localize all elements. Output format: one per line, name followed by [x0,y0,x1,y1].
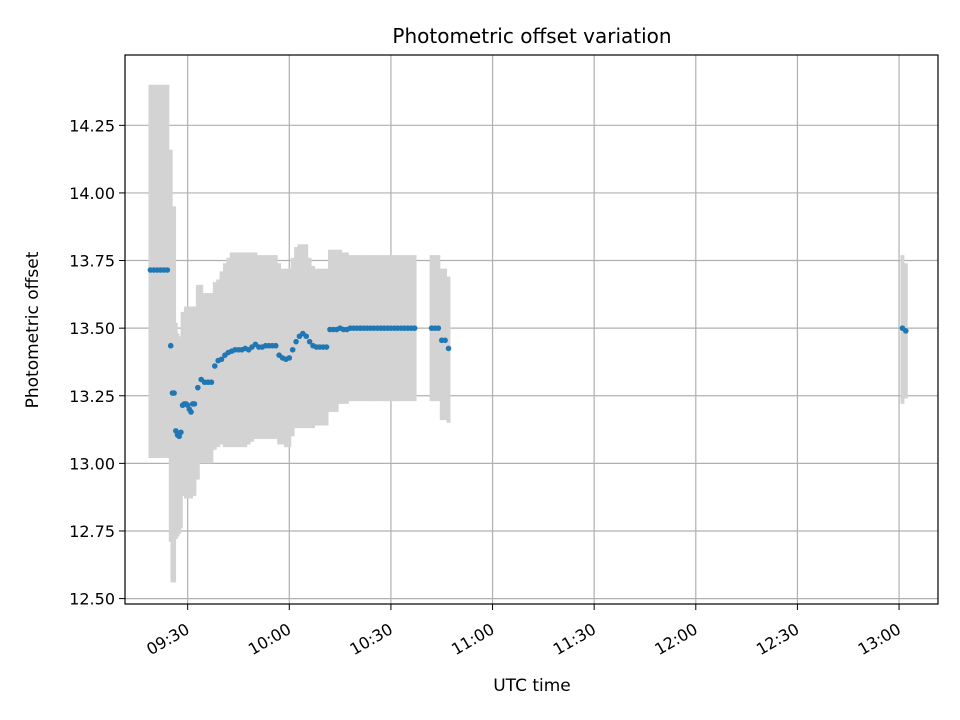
data-point [411,325,418,331]
data-point [178,429,184,436]
y-tick-label: 13.00 [69,454,115,473]
error-bar [439,268,444,421]
data-point [171,390,177,396]
data-point [188,409,194,415]
x-axis-label: UTC time [493,676,571,696]
data-point [293,338,299,345]
error-bar [209,292,214,464]
data-point [323,344,330,350]
data-point [445,345,452,352]
error-bar [206,292,210,464]
data-point [164,267,171,273]
error-bar [199,284,204,464]
y-tick-label: 13.50 [69,319,115,338]
error-bar [294,247,299,429]
data-point [208,379,215,386]
data-point [272,342,279,349]
chart-title: Photometric offset variation [392,24,671,48]
data-point [211,363,218,369]
y-tick-label: 13.75 [69,252,115,271]
y-axis: 12.50 12.75 13.00 13.25 13.50 13.75 14.00 14.25 [69,116,125,609]
data-point [289,346,296,353]
plot-frame [124,54,939,605]
y-tick-label: 14.00 [69,184,115,203]
data-point [442,337,448,344]
y-tick-label: 13.25 [69,387,115,406]
y-tick-label: 14.25 [69,116,115,135]
data-point [191,401,198,407]
data-point [195,384,201,391]
y-tick-label: 12.75 [69,522,115,541]
data-point [218,356,225,363]
data-point [435,325,442,331]
data-points [147,267,909,440]
error-bar [443,268,448,421]
data-point [903,328,909,334]
data-point [303,333,310,340]
data-point [286,355,293,361]
data-point [167,342,174,349]
data-point [306,338,313,345]
error-bar [202,292,207,464]
y-tick-label: 12.50 [69,590,115,609]
error-bar [195,284,200,480]
y-axis-label: Photometric offset [23,251,43,408]
